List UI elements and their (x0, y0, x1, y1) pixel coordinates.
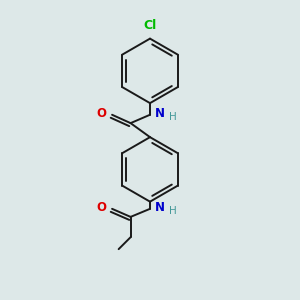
Text: H: H (169, 112, 177, 122)
Text: N: N (155, 107, 165, 120)
Text: Cl: Cl (143, 19, 157, 32)
Text: O: O (97, 107, 107, 120)
Text: N: N (155, 201, 165, 214)
Text: O: O (97, 201, 107, 214)
Text: H: H (169, 206, 177, 216)
